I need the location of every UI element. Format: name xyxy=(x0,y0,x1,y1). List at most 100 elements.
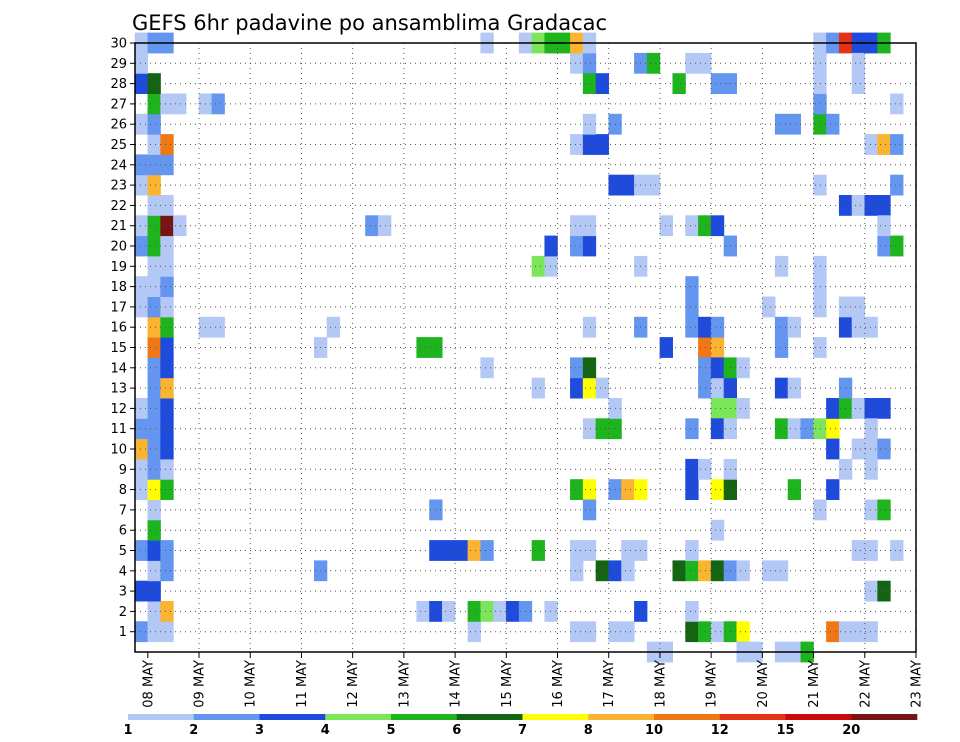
y-tick-label: 13 xyxy=(110,382,127,397)
precip-cell xyxy=(147,73,161,94)
colorbar-segment xyxy=(259,714,326,720)
precip-cell xyxy=(493,601,507,622)
precip-cell xyxy=(160,438,174,460)
precip-cell xyxy=(544,601,558,622)
precip-cell xyxy=(698,621,712,643)
colorbar-segment xyxy=(391,714,458,720)
precip-cell xyxy=(582,316,597,338)
y-tick-label: 20 xyxy=(110,240,127,255)
precip-cell xyxy=(134,113,149,135)
precip-cell xyxy=(864,316,878,338)
precip-cell xyxy=(877,580,891,602)
precip-cell xyxy=(698,337,712,358)
colorbar: 1 2 3 4 5 6 7 8 10 12 15 20 xyxy=(123,714,918,738)
precip-cell xyxy=(160,276,174,297)
y-tick-label: 28 xyxy=(110,77,127,92)
colorbar-segment xyxy=(325,714,392,720)
precip-cell xyxy=(877,235,891,257)
precip-cell xyxy=(813,93,827,115)
precip-cell xyxy=(582,418,597,440)
precip-cell xyxy=(160,235,174,257)
colorbar-segment xyxy=(654,714,721,720)
precip-cell xyxy=(134,215,149,237)
precip-cell xyxy=(787,316,802,338)
precip-cell xyxy=(160,316,174,338)
y-tick-label: 4 xyxy=(119,564,127,579)
precip-cell xyxy=(160,296,174,318)
colorbar-segment xyxy=(456,714,523,720)
precip-cell xyxy=(826,398,840,419)
precip-cell xyxy=(160,458,174,480)
colorbar-segment xyxy=(588,714,655,720)
precip-cell xyxy=(582,540,597,561)
precip-cell xyxy=(134,73,149,94)
x-tick-label: 13 MAY xyxy=(397,660,412,708)
precip-cell xyxy=(851,195,866,216)
precip-cell xyxy=(890,93,904,115)
precip-cell xyxy=(774,255,789,277)
precip-cell xyxy=(890,174,904,196)
precip-cell xyxy=(877,195,891,216)
precip-cell xyxy=(480,357,494,379)
precip-cell xyxy=(147,499,161,521)
precip-cell xyxy=(531,377,545,399)
precip-cell xyxy=(685,540,699,561)
x-tick-label: 08 MAY xyxy=(141,660,156,708)
colorbar-segment xyxy=(851,714,918,720)
precip-cell xyxy=(851,621,866,643)
y-tick-label: 16 xyxy=(110,321,127,336)
precip-cell xyxy=(685,215,699,237)
colorbar-label: 12 xyxy=(711,723,729,738)
precip-cell xyxy=(659,337,673,358)
precipitation-cells xyxy=(134,32,904,663)
precip-cell xyxy=(787,479,802,500)
y-tick-label: 14 xyxy=(110,361,127,376)
precip-cell xyxy=(582,113,597,135)
y-tick-label: 23 xyxy=(110,179,127,194)
precip-cell xyxy=(570,134,584,155)
precip-cell xyxy=(211,93,225,115)
precip-cell xyxy=(698,52,712,74)
precip-cell xyxy=(710,479,725,500)
precip-cell xyxy=(864,134,878,155)
precip-cell xyxy=(326,316,341,338)
precip-cell xyxy=(813,255,827,277)
precip-cell xyxy=(442,540,456,561)
precip-cell xyxy=(134,398,149,419)
precip-cell xyxy=(851,438,866,460)
precip-cell xyxy=(582,52,597,74)
colorbar-label: 8 xyxy=(584,723,593,738)
precip-cell xyxy=(851,316,866,338)
precip-cell xyxy=(813,418,827,440)
precip-cell xyxy=(570,52,584,74)
precip-cell xyxy=(672,560,686,582)
x-tick-label: 17 MAY xyxy=(602,660,617,708)
colorbar-segment xyxy=(719,714,786,720)
precip-cell xyxy=(864,195,878,216)
chart-title: GEFS 6hr padavine po ansamblima Gradacac xyxy=(132,11,607,35)
precip-cell xyxy=(160,560,174,582)
precip-cell xyxy=(544,255,558,277)
precip-cell xyxy=(800,418,814,440)
precip-cell xyxy=(685,560,699,582)
precip-cell xyxy=(710,418,725,440)
precip-cell xyxy=(659,215,673,237)
precip-cell xyxy=(480,540,494,561)
precip-cell xyxy=(147,580,161,602)
precip-cell xyxy=(147,276,161,297)
precip-cell xyxy=(544,235,558,257)
precip-cell xyxy=(134,438,149,460)
precip-cell xyxy=(710,73,725,94)
precip-cell xyxy=(864,458,878,480)
x-axis-ticks: 08 MAY 09 MAY 10 MAY 11 MAY 12 MAY 13 MAY 14 M… xyxy=(141,652,925,708)
precip-cell xyxy=(570,215,584,237)
precip-cell xyxy=(467,601,481,622)
precip-cell xyxy=(570,377,584,399)
precip-cell xyxy=(774,377,789,399)
colorbar-segment xyxy=(785,714,852,720)
precip-cell xyxy=(826,113,840,135)
precip-cell xyxy=(774,337,789,358)
x-tick-label: 12 MAY xyxy=(346,660,361,708)
grid-lines xyxy=(135,42,917,652)
precip-cell xyxy=(787,113,802,135)
